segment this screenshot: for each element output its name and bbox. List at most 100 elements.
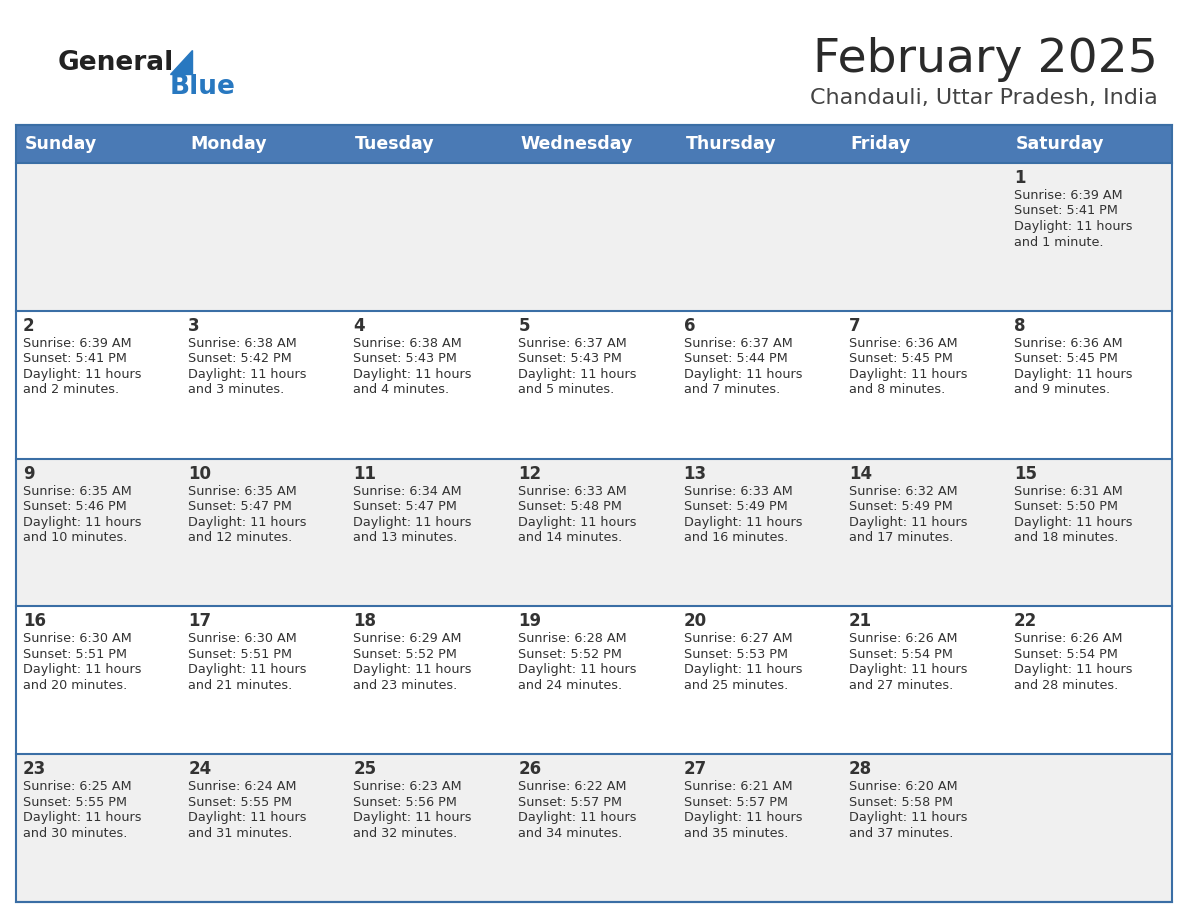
Polygon shape [170, 50, 192, 74]
Text: 26: 26 [518, 760, 542, 778]
Bar [181, 125, 346, 163]
Text: Sunrise: 6:21 AM: Sunrise: 6:21 AM [683, 780, 792, 793]
Text: Sunrise: 6:33 AM: Sunrise: 6:33 AM [518, 485, 627, 498]
Bar [15, 125, 1173, 902]
Text: Sunrise: 6:38 AM: Sunrise: 6:38 AM [353, 337, 462, 350]
Text: Sunrise: 6:26 AM: Sunrise: 6:26 AM [848, 633, 958, 645]
Text: Sunrise: 6:27 AM: Sunrise: 6:27 AM [683, 633, 792, 645]
Text: 4: 4 [353, 317, 365, 335]
Bar [15, 459, 181, 607]
Text: 18: 18 [353, 612, 377, 631]
Text: Sunrise: 6:26 AM: Sunrise: 6:26 AM [1013, 633, 1123, 645]
Text: Sunrise: 6:28 AM: Sunrise: 6:28 AM [518, 633, 627, 645]
Text: Daylight: 11 hours: Daylight: 11 hours [188, 516, 307, 529]
Text: Sunset: 5:48 PM: Sunset: 5:48 PM [518, 500, 623, 513]
Bar [677, 311, 842, 459]
Text: and 32 minutes.: and 32 minutes. [353, 827, 457, 840]
Bar [677, 163, 842, 311]
Bar [677, 607, 842, 755]
Text: and 30 minutes.: and 30 minutes. [23, 827, 127, 840]
Text: Daylight: 11 hours: Daylight: 11 hours [1013, 220, 1132, 233]
Text: Daylight: 11 hours: Daylight: 11 hours [518, 812, 637, 824]
Text: Thursday: Thursday [685, 135, 776, 153]
Text: 15: 15 [1013, 465, 1037, 483]
Text: Sunrise: 6:37 AM: Sunrise: 6:37 AM [683, 337, 792, 350]
Text: Daylight: 11 hours: Daylight: 11 hours [353, 812, 472, 824]
Bar [1007, 163, 1173, 311]
Bar [346, 755, 511, 902]
Text: Daylight: 11 hours: Daylight: 11 hours [848, 516, 967, 529]
Text: Sunset: 5:58 PM: Sunset: 5:58 PM [848, 796, 953, 809]
Text: 24: 24 [188, 760, 211, 778]
Text: Sunrise: 6:37 AM: Sunrise: 6:37 AM [518, 337, 627, 350]
Text: Sunrise: 6:20 AM: Sunrise: 6:20 AM [848, 780, 958, 793]
Text: Sunset: 5:51 PM: Sunset: 5:51 PM [23, 648, 127, 661]
Text: and 1 minute.: and 1 minute. [1013, 236, 1104, 249]
Text: and 3 minutes.: and 3 minutes. [188, 384, 284, 397]
Text: Sunrise: 6:29 AM: Sunrise: 6:29 AM [353, 633, 462, 645]
Text: 8: 8 [1013, 317, 1025, 335]
Bar [842, 755, 1007, 902]
Bar [15, 163, 181, 311]
Text: Sunset: 5:42 PM: Sunset: 5:42 PM [188, 353, 292, 365]
Bar [346, 163, 511, 311]
Text: Sunset: 5:52 PM: Sunset: 5:52 PM [518, 648, 623, 661]
Bar [181, 311, 346, 459]
Text: Sunset: 5:47 PM: Sunset: 5:47 PM [188, 500, 292, 513]
Text: Sunset: 5:49 PM: Sunset: 5:49 PM [848, 500, 953, 513]
Text: and 28 minutes.: and 28 minutes. [1013, 679, 1118, 692]
Text: Sunset: 5:50 PM: Sunset: 5:50 PM [1013, 500, 1118, 513]
Text: Sunrise: 6:39 AM: Sunrise: 6:39 AM [1013, 189, 1123, 202]
Text: Wednesday: Wednesday [520, 135, 633, 153]
Text: Daylight: 11 hours: Daylight: 11 hours [518, 516, 637, 529]
Bar [511, 755, 677, 902]
Text: Sunset: 5:47 PM: Sunset: 5:47 PM [353, 500, 457, 513]
Text: General: General [58, 50, 175, 76]
Text: Sunset: 5:55 PM: Sunset: 5:55 PM [188, 796, 292, 809]
Text: Sunrise: 6:25 AM: Sunrise: 6:25 AM [23, 780, 132, 793]
Text: and 23 minutes.: and 23 minutes. [353, 679, 457, 692]
Bar [842, 125, 1007, 163]
Text: Daylight: 11 hours: Daylight: 11 hours [23, 516, 141, 529]
Text: Sunrise: 6:34 AM: Sunrise: 6:34 AM [353, 485, 462, 498]
Text: 28: 28 [848, 760, 872, 778]
Text: Sunset: 5:45 PM: Sunset: 5:45 PM [848, 353, 953, 365]
Bar [181, 607, 346, 755]
Bar [181, 163, 346, 311]
Text: and 37 minutes.: and 37 minutes. [848, 827, 953, 840]
Text: Daylight: 11 hours: Daylight: 11 hours [848, 664, 967, 677]
Bar [511, 607, 677, 755]
Text: Daylight: 11 hours: Daylight: 11 hours [683, 812, 802, 824]
Text: Monday: Monday [190, 135, 267, 153]
Text: 17: 17 [188, 612, 211, 631]
Text: Daylight: 11 hours: Daylight: 11 hours [848, 368, 967, 381]
Bar [677, 125, 842, 163]
Text: Sunrise: 6:23 AM: Sunrise: 6:23 AM [353, 780, 462, 793]
Text: 7: 7 [848, 317, 860, 335]
Text: Daylight: 11 hours: Daylight: 11 hours [1013, 368, 1132, 381]
Bar [1007, 459, 1173, 607]
Bar [677, 755, 842, 902]
Text: 16: 16 [23, 612, 46, 631]
Text: Daylight: 11 hours: Daylight: 11 hours [188, 664, 307, 677]
Text: and 31 minutes.: and 31 minutes. [188, 827, 292, 840]
Text: 11: 11 [353, 465, 377, 483]
Bar [1007, 125, 1173, 163]
Bar [181, 755, 346, 902]
Text: and 24 minutes.: and 24 minutes. [518, 679, 623, 692]
Text: February 2025: February 2025 [813, 38, 1158, 83]
Text: Friday: Friday [851, 135, 911, 153]
Text: 20: 20 [683, 612, 707, 631]
Text: Sunset: 5:45 PM: Sunset: 5:45 PM [1013, 353, 1118, 365]
Text: Daylight: 11 hours: Daylight: 11 hours [188, 812, 307, 824]
Text: and 35 minutes.: and 35 minutes. [683, 827, 788, 840]
Text: Sunset: 5:41 PM: Sunset: 5:41 PM [23, 353, 127, 365]
Text: Sunrise: 6:35 AM: Sunrise: 6:35 AM [188, 485, 297, 498]
Text: Sunset: 5:54 PM: Sunset: 5:54 PM [1013, 648, 1118, 661]
Text: 22: 22 [1013, 612, 1037, 631]
Bar [346, 125, 511, 163]
Text: 19: 19 [518, 612, 542, 631]
Text: and 18 minutes.: and 18 minutes. [1013, 532, 1118, 544]
Text: Sunset: 5:56 PM: Sunset: 5:56 PM [353, 796, 457, 809]
Text: Sunset: 5:44 PM: Sunset: 5:44 PM [683, 353, 788, 365]
